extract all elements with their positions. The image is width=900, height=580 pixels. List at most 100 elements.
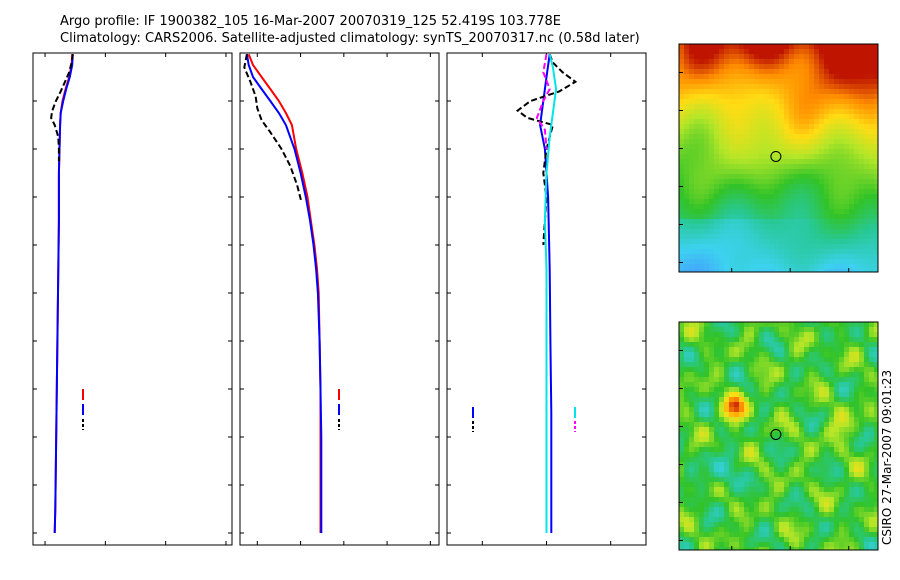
sst-map-heatmap-cell xyxy=(789,234,794,239)
sla-map-heatmap-cell xyxy=(834,532,839,537)
sst-map-heatmap-cell xyxy=(784,134,789,139)
sst-map-heatmap-cell xyxy=(829,134,834,139)
sst-map-heatmap-cell xyxy=(804,239,809,244)
sla-map-heatmap-cell xyxy=(729,487,734,492)
sla-map-heatmap-cell xyxy=(844,392,849,397)
sla-map-heatmap-cell xyxy=(794,497,799,502)
sst-map-heatmap-cell xyxy=(809,149,814,154)
sst-map-heatmap-cell xyxy=(679,94,684,99)
sla-map-heatmap-cell xyxy=(749,367,754,372)
sla-map-heatmap-cell xyxy=(684,327,689,332)
sla-map-heatmap-cell xyxy=(814,467,819,472)
sla-map-heatmap-cell xyxy=(729,472,734,477)
sst-map-heatmap-cell xyxy=(749,84,754,89)
sla-map-heatmap-cell xyxy=(684,462,689,467)
sla-map-heatmap-cell xyxy=(689,467,694,472)
sla-map-heatmap-cell xyxy=(714,502,719,507)
sst-map-heatmap-cell xyxy=(839,194,844,199)
sst-map-heatmap-cell xyxy=(714,104,719,109)
sla-map-heatmap-cell xyxy=(799,547,804,550)
sst-map-heatmap-cell xyxy=(869,109,874,114)
sla-map-heatmap-cell xyxy=(689,327,694,332)
sla-map-heatmap-cell xyxy=(829,417,834,422)
sst-map-heatmap-cell xyxy=(834,64,839,69)
sst-map-heatmap-cell xyxy=(809,269,814,272)
sst-map-heatmap-cell xyxy=(679,239,684,244)
sla-map-heatmap-cell xyxy=(804,492,809,497)
sla-map-heatmap-cell xyxy=(779,442,784,447)
sst-map-heatmap-cell xyxy=(864,259,869,264)
sla-map-heatmap-cell xyxy=(739,452,744,457)
sst-map-heatmap-cell xyxy=(799,59,804,64)
sla-map-heatmap-cell xyxy=(869,332,874,337)
sla-map-heatmap-cell xyxy=(694,352,699,357)
salinity-panel xyxy=(239,52,440,546)
sst-map-heatmap-cell xyxy=(739,99,744,104)
sst-map-heatmap-cell xyxy=(724,189,729,194)
sla-map-heatmap-cell xyxy=(759,462,764,467)
sla-map-heatmap-cell xyxy=(684,392,689,397)
sla-map-heatmap-cell xyxy=(804,457,809,462)
sla-map-heatmap-cell xyxy=(849,352,854,357)
sst-map-heatmap-cell xyxy=(864,44,869,49)
sla-map-heatmap-cell xyxy=(684,532,689,537)
sst-map-heatmap-cell xyxy=(739,174,744,179)
sla-map-heatmap-cell xyxy=(844,452,849,457)
sst-map-heatmap-cell xyxy=(689,119,694,124)
sla-map-heatmap-cell xyxy=(684,397,689,402)
sst-map-heatmap-cell xyxy=(784,239,789,244)
sla-map-heatmap-cell xyxy=(829,542,834,547)
sst-map-heatmap-cell xyxy=(829,169,834,174)
sst-map-heatmap-cell xyxy=(739,139,744,144)
sst-map-heatmap-cell xyxy=(824,124,829,129)
sla-map-heatmap-cell xyxy=(869,532,874,537)
sla-map-heatmap-cell xyxy=(794,367,799,372)
sla-map-heatmap-cell xyxy=(834,377,839,382)
sla-map-heatmap-cell xyxy=(809,447,814,452)
sst-map-heatmap-cell xyxy=(759,164,764,169)
sla-map-heatmap-cell xyxy=(719,362,724,367)
sst-map-heatmap-cell xyxy=(814,189,819,194)
sst-map-heatmap-cell xyxy=(689,214,694,219)
sst-map-heatmap-cell xyxy=(774,104,779,109)
sla-map-heatmap-cell xyxy=(714,467,719,472)
sla-map-heatmap-cell xyxy=(799,457,804,462)
sst-map-heatmap-cell xyxy=(799,249,804,254)
sla-map-heatmap-cell xyxy=(824,512,829,517)
sla-map-heatmap-cell xyxy=(839,487,844,492)
sla-map-heatmap-cell xyxy=(709,402,714,407)
sla-map-heatmap-cell xyxy=(749,382,754,387)
sla-map-heatmap-cell xyxy=(809,507,814,512)
sla-map-heatmap-cell xyxy=(694,447,699,452)
sst-map-heatmap-cell xyxy=(814,204,819,209)
sla-map-heatmap-cell xyxy=(729,412,734,417)
sst-map-heatmap-cell xyxy=(839,199,844,204)
sla-map-heatmap-cell xyxy=(854,347,859,352)
sla-map-heatmap-cell xyxy=(814,337,819,342)
sst-map-heatmap-cell xyxy=(799,259,804,264)
sla-map-heatmap-cell xyxy=(684,357,689,362)
sst-map-heatmap-cell xyxy=(874,234,878,239)
sst-map-heatmap-cell xyxy=(794,84,799,89)
sla-map-heatmap-cell xyxy=(684,322,689,327)
sla-map-heatmap-cell xyxy=(709,377,714,382)
sla-map-heatmap-cell xyxy=(724,542,729,547)
sla-map-heatmap-cell xyxy=(704,327,709,332)
sla-map-heatmap-cell xyxy=(844,402,849,407)
sst-map-heatmap-cell xyxy=(804,264,809,269)
sst-map-heatmap-cell xyxy=(834,59,839,64)
sla-map-heatmap-cell xyxy=(714,507,719,512)
sst-map-heatmap-cell xyxy=(854,129,859,134)
sla-map-heatmap-cell xyxy=(854,467,859,472)
sla-map-heatmap-cell xyxy=(864,322,869,327)
sla-map-heatmap-cell xyxy=(829,412,834,417)
sla-map-heatmap-cell xyxy=(819,452,824,457)
sla-map-heatmap-cell xyxy=(744,537,749,542)
sla-map-heatmap-cell xyxy=(764,462,769,467)
sst-map-heatmap-cell xyxy=(819,234,824,239)
sst-map-heatmap-cell xyxy=(874,154,878,159)
sla-map-heatmap-cell xyxy=(699,542,704,547)
sla-map-heatmap-cell xyxy=(749,387,754,392)
sla-map-heatmap-cell xyxy=(764,372,769,377)
sst-map-heatmap-cell xyxy=(854,264,859,269)
